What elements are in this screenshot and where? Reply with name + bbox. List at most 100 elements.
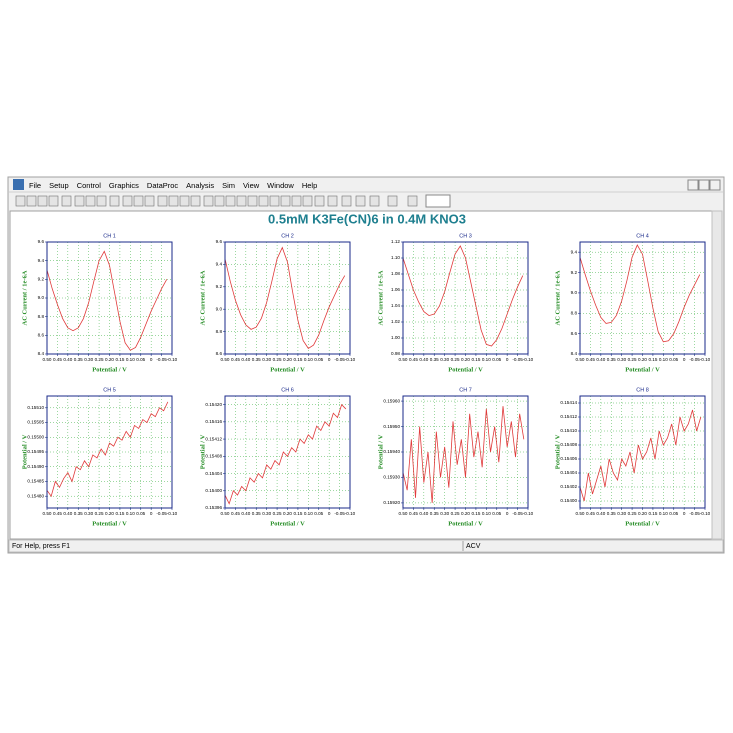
toolbar-button[interactable]	[387, 195, 398, 207]
toolbar-button[interactable]	[214, 195, 225, 207]
restore-button[interactable]	[698, 179, 710, 191]
toolbar-button[interactable]	[109, 195, 120, 207]
y-tick-label: 9.0	[38, 295, 45, 300]
y-tick-label: 9.2	[38, 277, 45, 282]
x-tick-label: 0.30	[617, 357, 626, 362]
toolbar-button[interactable]	[168, 195, 179, 207]
toolbar-button[interactable]	[355, 195, 366, 207]
y-tick-label: 0.15396	[205, 505, 222, 510]
toolbar-button[interactable]	[96, 195, 107, 207]
y-tick-label: 0.98	[391, 351, 400, 356]
y-tick-label: 8.4	[571, 351, 578, 356]
x-tick-label: 0.05	[669, 357, 678, 362]
toolbar-button[interactable]	[15, 195, 26, 207]
x-tick-label: 0.30	[440, 357, 449, 362]
data-line	[224, 403, 347, 505]
chart-title: CH 1	[103, 233, 116, 239]
y-tick-label: 1.00	[391, 335, 400, 340]
menu-item[interactable]: Control	[77, 181, 102, 190]
toolbar-button[interactable]	[258, 195, 269, 207]
toolbar-button[interactable]	[369, 195, 380, 207]
y-tick-label: 8.8	[216, 329, 223, 334]
y-tick-label: 0.15404	[205, 471, 222, 476]
toolbar-button[interactable]	[61, 195, 72, 207]
x-tick-label: 0.20	[105, 357, 114, 362]
y-tick-label: 9.0	[571, 290, 578, 295]
chart-title: CH 4	[636, 233, 649, 239]
x-tick-label: 0	[506, 511, 509, 516]
toolbar-button[interactable]	[85, 195, 96, 207]
y-tick-label: 9.6	[216, 239, 223, 244]
toolbar-button[interactable]	[291, 195, 302, 207]
x-tick-label: 0	[150, 511, 153, 516]
x-tick-label: 0.05	[669, 511, 678, 516]
toolbar-button[interactable]	[179, 195, 190, 207]
y-tick-label: 1.02	[391, 319, 400, 324]
close-button[interactable]	[709, 179, 721, 191]
toolbar-button[interactable]	[225, 195, 236, 207]
y-tick-label: 9.0	[216, 306, 223, 311]
toolbar-button[interactable]	[144, 195, 155, 207]
menu-item[interactable]: File	[29, 181, 41, 190]
toolbar-button[interactable]	[26, 195, 37, 207]
menu-item[interactable]: Graphics	[109, 181, 139, 190]
toolbar	[15, 194, 451, 208]
x-tick-label: 0.35	[74, 511, 83, 516]
x-tick-label: 0.20	[283, 511, 292, 516]
x-tick-label: 0	[328, 357, 331, 362]
minimize-button[interactable]	[687, 179, 699, 191]
toolbar-button[interactable]	[247, 195, 258, 207]
x-axis-label: Potential / V	[625, 520, 660, 527]
toolbar-button[interactable]	[48, 195, 59, 207]
toolbar-button[interactable]	[133, 195, 144, 207]
x-tick-label: 0.25	[273, 511, 282, 516]
x-tick-label: -0.05	[512, 357, 523, 362]
x-tick-label: 0.35	[252, 357, 261, 362]
toolbar-button[interactable]	[37, 195, 48, 207]
app-icon	[13, 179, 24, 190]
y-tick-label: 9.2	[216, 284, 223, 289]
y-tick-label: 9.2	[571, 270, 578, 275]
x-tick-label: 0.10	[659, 357, 668, 362]
data-line	[579, 409, 702, 502]
x-tick-label: 0.20	[638, 511, 647, 516]
menu-item[interactable]: View	[243, 181, 260, 190]
y-tick-label: 1.08	[391, 271, 400, 276]
toolbar-button[interactable]	[269, 195, 280, 207]
toolbar-button[interactable]	[74, 195, 85, 207]
toolbar-button[interactable]	[203, 195, 214, 207]
toolbar-button[interactable]	[157, 195, 168, 207]
menu-item[interactable]: DataProc	[147, 181, 179, 190]
x-tick-label: 0.15	[471, 511, 480, 516]
toolbar-button[interactable]	[407, 195, 418, 207]
x-tick-label: 0.05	[492, 357, 501, 362]
x-tick-label: 0.30	[617, 511, 626, 516]
toolbar-button[interactable]	[236, 195, 247, 207]
menu-item[interactable]: Window	[267, 181, 294, 190]
toolbar-button[interactable]	[341, 195, 352, 207]
data-line	[402, 245, 524, 347]
x-tick-label: 0	[683, 357, 686, 362]
toolbar-button[interactable]	[190, 195, 201, 207]
toolbar-dropdown[interactable]	[425, 194, 451, 208]
menu-item[interactable]: Setup	[49, 181, 69, 190]
x-axis-label: Potential / V	[92, 366, 127, 373]
x-tick-label: 0.20	[638, 357, 647, 362]
toolbar-button[interactable]	[122, 195, 133, 207]
y-tick-label: 0.15414	[560, 400, 577, 405]
x-tick-label: 0.15	[293, 357, 302, 362]
scrollbar[interactable]	[711, 210, 723, 540]
y-axis-label: AC Current / 1e-6A	[199, 270, 206, 325]
plot-frame	[579, 395, 706, 509]
menu-item[interactable]: Analysis	[186, 181, 214, 190]
x-tick-label: 0.35	[607, 357, 616, 362]
data-line	[402, 406, 525, 503]
toolbar-button[interactable]	[314, 195, 325, 207]
toolbar-button[interactable]	[327, 195, 338, 207]
toolbar-button[interactable]	[280, 195, 291, 207]
menu-item[interactable]: Sim	[222, 181, 235, 190]
toolbar-button[interactable]	[302, 195, 313, 207]
x-tick-label: 0.35	[252, 511, 261, 516]
menu-item[interactable]: Help	[302, 181, 317, 190]
x-tick-label: 0.25	[95, 357, 104, 362]
